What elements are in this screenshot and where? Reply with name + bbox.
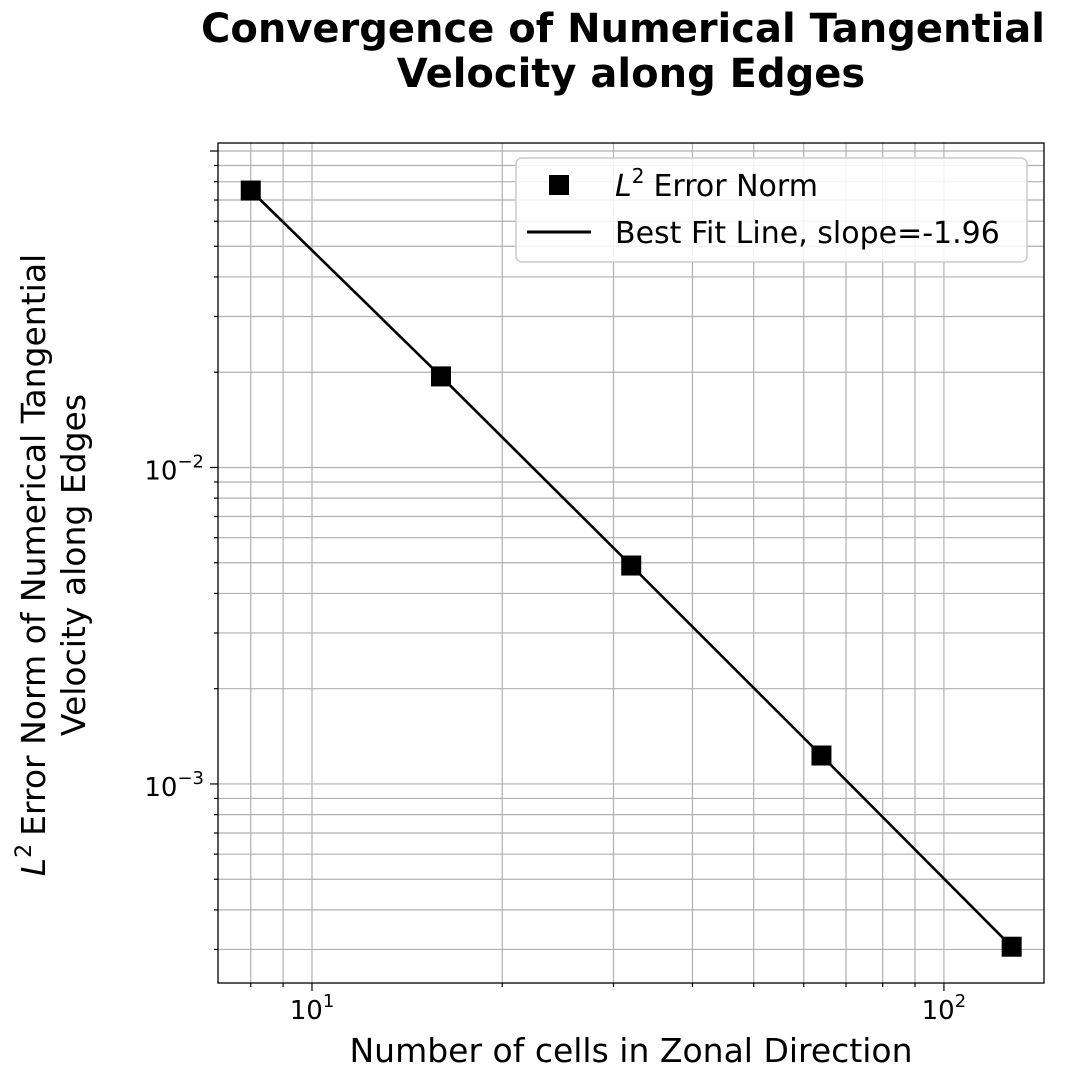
legend-entry-error-norm: L2 Error Norm — [615, 164, 818, 204]
error-norm-point — [240, 180, 261, 201]
y-tick-label: 10−2 — [144, 451, 204, 486]
x-tick-label: 101 — [290, 991, 335, 1026]
chart-title-line-1: Convergence of Numerical Tangential — [201, 6, 1045, 52]
x-tick-label-base: 10 — [922, 996, 955, 1026]
plot-area — [240, 180, 1022, 957]
x-tick-label-exponent: 2 — [955, 991, 966, 1012]
y-axis-label-superscript: 2 — [12, 844, 37, 858]
x-axis-label: Number of cells in Zonal Direction — [349, 1031, 912, 1070]
legend-box — [515, 157, 1028, 263]
legend: L2 Error Norm Best Fit Line, slope=-1.96 — [515, 157, 1028, 263]
y-tick-label: 10−3 — [144, 768, 204, 803]
x-tick-label-exponent: 1 — [323, 991, 334, 1012]
y-tick-label-exponent: −2 — [177, 451, 204, 472]
legend-marker-square — [549, 175, 569, 195]
legend-error-norm-superscript: 2 — [632, 164, 645, 188]
error-norm-point — [621, 555, 642, 576]
axes-frame — [217, 142, 1045, 984]
x-tick-label: 102 — [922, 991, 967, 1026]
legend-entry-best-fit: Best Fit Line, slope=-1.96 — [615, 216, 1000, 251]
y-tick-label-base: 10 — [144, 456, 177, 486]
error-norm-point — [1001, 936, 1022, 957]
y-axis-label-line-1: Error Norm of Numerical Tangential — [14, 254, 53, 836]
error-norm-point — [811, 745, 832, 766]
y-axis-label-symbol: L — [14, 858, 53, 876]
y-axis-label-line-2: Velocity along Edges — [54, 394, 93, 736]
svg-text:L2Error Norm of Numerical Tang: L2 Error Norm of Numerical Tangential — [12, 254, 53, 876]
error-norm-point — [430, 366, 451, 387]
y-axis-label: L2 Error Norm of Numerical Tangential Vel… — [12, 254, 93, 876]
chart-title-line-2: Velocity along Edges — [397, 51, 865, 97]
x-tick-label-base: 10 — [290, 996, 323, 1026]
y-tick-label-exponent: −3 — [177, 768, 204, 789]
legend-error-norm-label: Error Norm — [653, 169, 818, 204]
y-tick-label-base: 10 — [144, 773, 177, 803]
legend-error-norm-symbol: L — [615, 169, 632, 204]
